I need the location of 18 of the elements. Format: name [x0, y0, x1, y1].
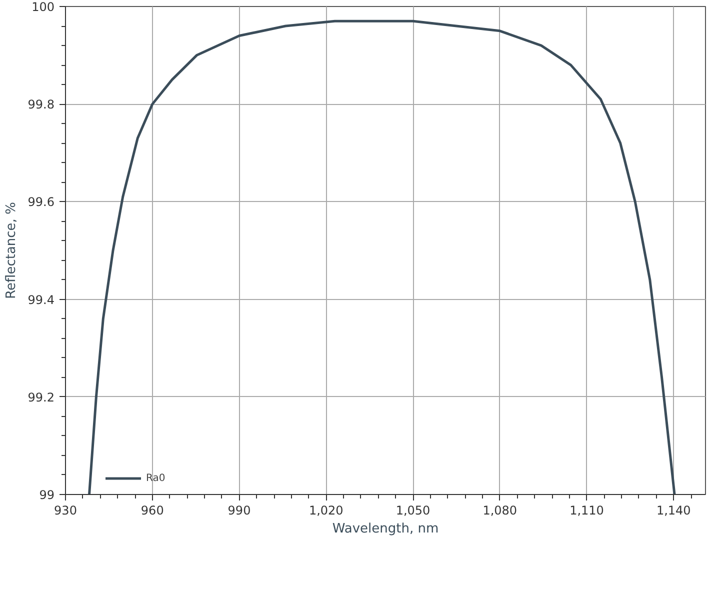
line-series: [88, 20, 676, 494]
y-tick-label: 99.2: [28, 390, 54, 404]
legend-label: Ra0: [146, 472, 166, 484]
x-tick-label: 930: [54, 504, 77, 518]
y-tick-label: 99.6: [28, 195, 54, 210]
y-tick-label: 99: [39, 488, 55, 502]
x-tick-label: 1,020: [308, 504, 344, 518]
x-tick-label: 1,110: [570, 504, 604, 518]
y-tick-label: 100: [32, 0, 54, 14]
x-tick-label: 990: [228, 504, 251, 518]
x-tick-label: 1,140: [656, 504, 691, 518]
x-tick-label: 960: [140, 504, 164, 518]
x-tick-label: 1,080: [482, 504, 518, 518]
y-tick-label: 99.8: [28, 98, 54, 112]
y-axis-title: Reflectance, %: [4, 202, 19, 299]
x-tick-label: 1,050: [396, 504, 430, 518]
x-axis-title: Wavelength, nm: [332, 522, 439, 536]
y-tick-label: 99.4: [28, 292, 54, 307]
